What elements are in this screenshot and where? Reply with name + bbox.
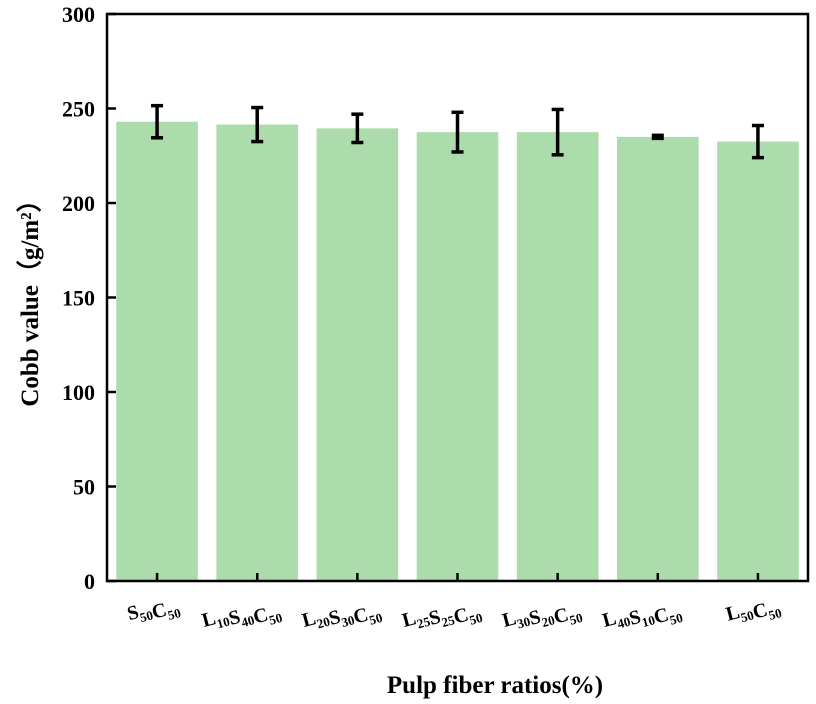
x-category-label: S50C50 xyxy=(125,591,183,633)
error-bar xyxy=(651,133,664,141)
x-category-label: L25S25C50 xyxy=(400,591,484,645)
y-axis-title: Cobb value（g/m²） xyxy=(15,187,44,406)
x-axis-title: Pulp fiber ratios(%) xyxy=(387,672,603,699)
x-axis-category-labels: S50C50 L10S40C50 L20S30C50 L25S25C50 L30S20C… xyxy=(125,573,784,645)
bar xyxy=(516,132,599,581)
y-tick-label: 250 xyxy=(62,97,95,122)
x-category-label: L10S40C50 xyxy=(200,591,284,645)
x-category-label: L30S20C50 xyxy=(500,591,584,645)
y-tick-label: 50 xyxy=(73,475,95,500)
y-tick-label: 0 xyxy=(84,569,95,594)
x-category-label: L20S30C50 xyxy=(300,591,384,645)
bars-layer xyxy=(116,121,799,581)
x-category-label: L40S10C50 xyxy=(600,591,684,645)
y-axis-ticks: 0 50 100 150 200 250 300 xyxy=(62,2,116,594)
bar xyxy=(216,124,299,581)
y-tick-label: 300 xyxy=(62,2,95,27)
error-bar xyxy=(751,123,764,160)
bar xyxy=(416,132,499,581)
y-tick-label: 100 xyxy=(62,380,95,405)
bar xyxy=(116,121,198,581)
y-tick-label: 200 xyxy=(62,191,95,216)
error-bar xyxy=(251,105,264,144)
error-bar xyxy=(151,103,164,140)
error-bar xyxy=(551,107,564,157)
x-category-label: L50C50 xyxy=(724,591,784,634)
error-bar xyxy=(451,110,464,154)
bar xyxy=(616,136,699,581)
bar xyxy=(717,141,799,581)
error-bars-layer xyxy=(151,103,764,160)
error-bar xyxy=(351,112,364,145)
y-tick-label: 150 xyxy=(62,286,95,311)
bar xyxy=(316,128,399,581)
